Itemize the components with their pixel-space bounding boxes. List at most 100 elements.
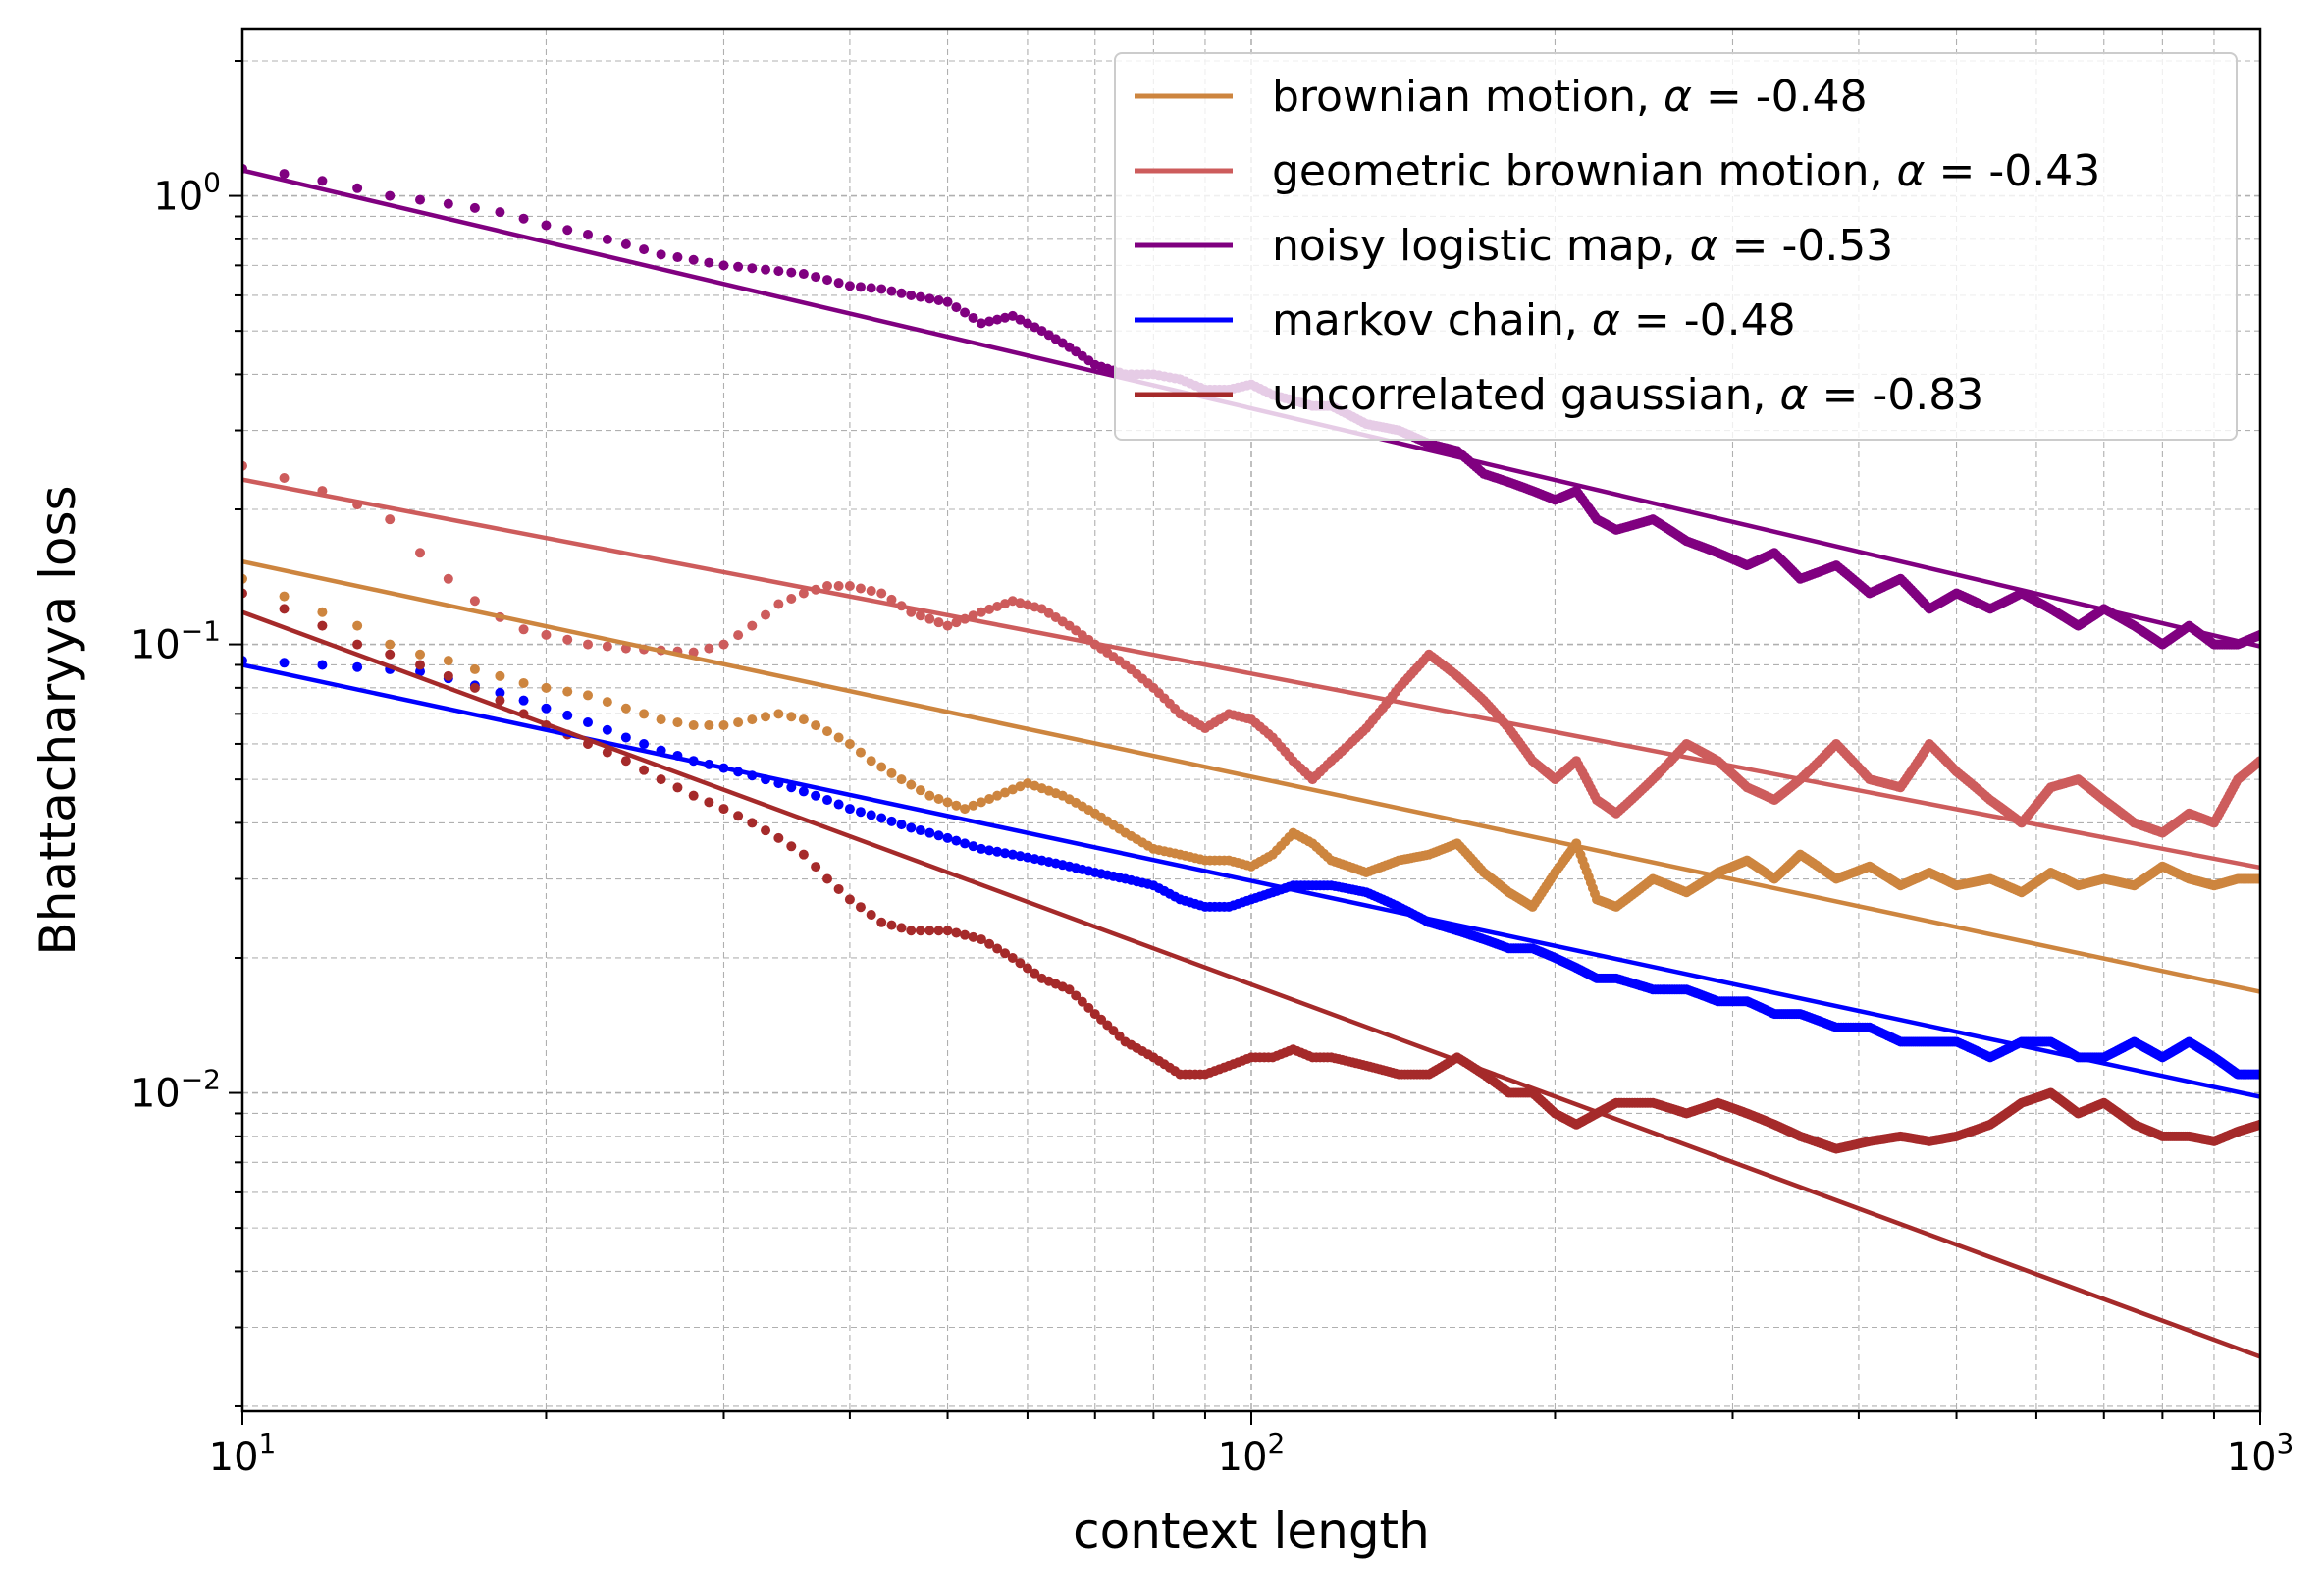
data-point (415, 194, 426, 205)
data-point (798, 849, 809, 860)
data-point (495, 695, 505, 706)
data-point (976, 607, 986, 617)
data-point (933, 794, 944, 805)
data-point (833, 581, 844, 592)
data-point (866, 810, 876, 820)
data-point (541, 629, 552, 640)
data-point (773, 266, 784, 277)
data-point (495, 207, 505, 218)
legend-entry-1: geometric brownian motion, α = -0.43 (1135, 146, 2100, 196)
data-point (1000, 599, 1011, 609)
data-point (896, 288, 907, 298)
data-point (747, 714, 758, 725)
data-point (541, 220, 552, 231)
data-point (876, 762, 887, 772)
data-point (639, 709, 650, 719)
data-point (656, 714, 666, 725)
data-point (984, 604, 995, 614)
legend-entry-3: markov chain, α = -0.48 (1135, 295, 1796, 345)
legend-entry-0: brownian motion, α = -0.48 (1135, 72, 1868, 122)
data-point (924, 613, 935, 624)
data-point (951, 835, 962, 846)
legend-label: uncorrelated gaussian, α = -0.83 (1272, 370, 1983, 420)
data-point (733, 811, 744, 821)
data-point (385, 649, 396, 660)
data-point (976, 934, 986, 945)
data-point (469, 682, 480, 693)
data-point (672, 717, 683, 728)
data-point (822, 795, 833, 806)
data-point (620, 703, 631, 714)
data-point (976, 318, 986, 329)
data-point (541, 703, 552, 714)
series-points-1 (242, 460, 2260, 838)
legend-label: geometric brownian motion, α = -0.43 (1272, 146, 2100, 196)
legend-entry-4: uncorrelated gaussian, α = -0.83 (1135, 370, 1983, 420)
data-point (352, 639, 363, 650)
data-point (992, 601, 1003, 611)
data-point (951, 800, 962, 811)
data-point (886, 767, 897, 778)
data-point (984, 845, 995, 856)
legend-entry-2: noisy logistic map, α = -0.53 (1135, 221, 1893, 271)
data-point (541, 682, 552, 693)
data-point (866, 756, 876, 767)
data-point (915, 610, 925, 621)
data-point (443, 198, 453, 209)
data-point (976, 843, 986, 854)
data-point (924, 827, 935, 838)
data-point (443, 573, 453, 584)
data-point (317, 176, 328, 186)
data-point (855, 583, 866, 594)
data-point (639, 244, 650, 255)
data-point (352, 661, 363, 672)
data-point (317, 660, 328, 670)
data-point (798, 786, 809, 797)
data-point (844, 581, 855, 592)
data-point (1064, 984, 1075, 995)
data-point (942, 926, 953, 936)
data-point (688, 790, 699, 801)
data-point (761, 825, 771, 836)
legend-label: brownian motion, α = -0.48 (1272, 72, 1868, 122)
data-point (733, 717, 744, 728)
data-point (992, 846, 1003, 857)
data-point (876, 813, 887, 823)
data-point (786, 267, 797, 278)
data-point (951, 927, 962, 938)
data-point (672, 252, 683, 263)
fit-line-0 (242, 558, 2260, 994)
data-point (844, 894, 855, 905)
data-point (924, 926, 935, 936)
data-point (786, 841, 797, 852)
data-point (968, 800, 978, 811)
data-point (822, 581, 833, 592)
data-point (896, 923, 907, 933)
data-point (761, 609, 771, 620)
data-point (620, 732, 631, 743)
data-point (896, 820, 907, 830)
data-point (992, 790, 1003, 801)
data-point (960, 838, 971, 849)
data-point (1015, 598, 1026, 608)
y-tick-label: 10−2 (131, 1064, 221, 1117)
data-point (876, 917, 887, 927)
legend: brownian motion, α = -0.48 geometric brow… (1114, 52, 2238, 441)
data-point (822, 275, 833, 286)
fit-line-1 (242, 477, 2260, 871)
axis-ticks (229, 60, 2261, 1425)
data-point (773, 832, 784, 843)
data-point (415, 548, 426, 558)
data-point (992, 943, 1003, 954)
data-point (915, 825, 925, 836)
data-point (415, 660, 426, 670)
data-point (602, 697, 612, 708)
data-point (469, 663, 480, 674)
series-points-0 (242, 573, 2260, 912)
data-point (786, 712, 797, 722)
data-point (704, 643, 714, 654)
data-point (718, 720, 729, 731)
data-point (844, 281, 855, 291)
data-point (786, 593, 797, 604)
fit-lines (242, 168, 2260, 1359)
